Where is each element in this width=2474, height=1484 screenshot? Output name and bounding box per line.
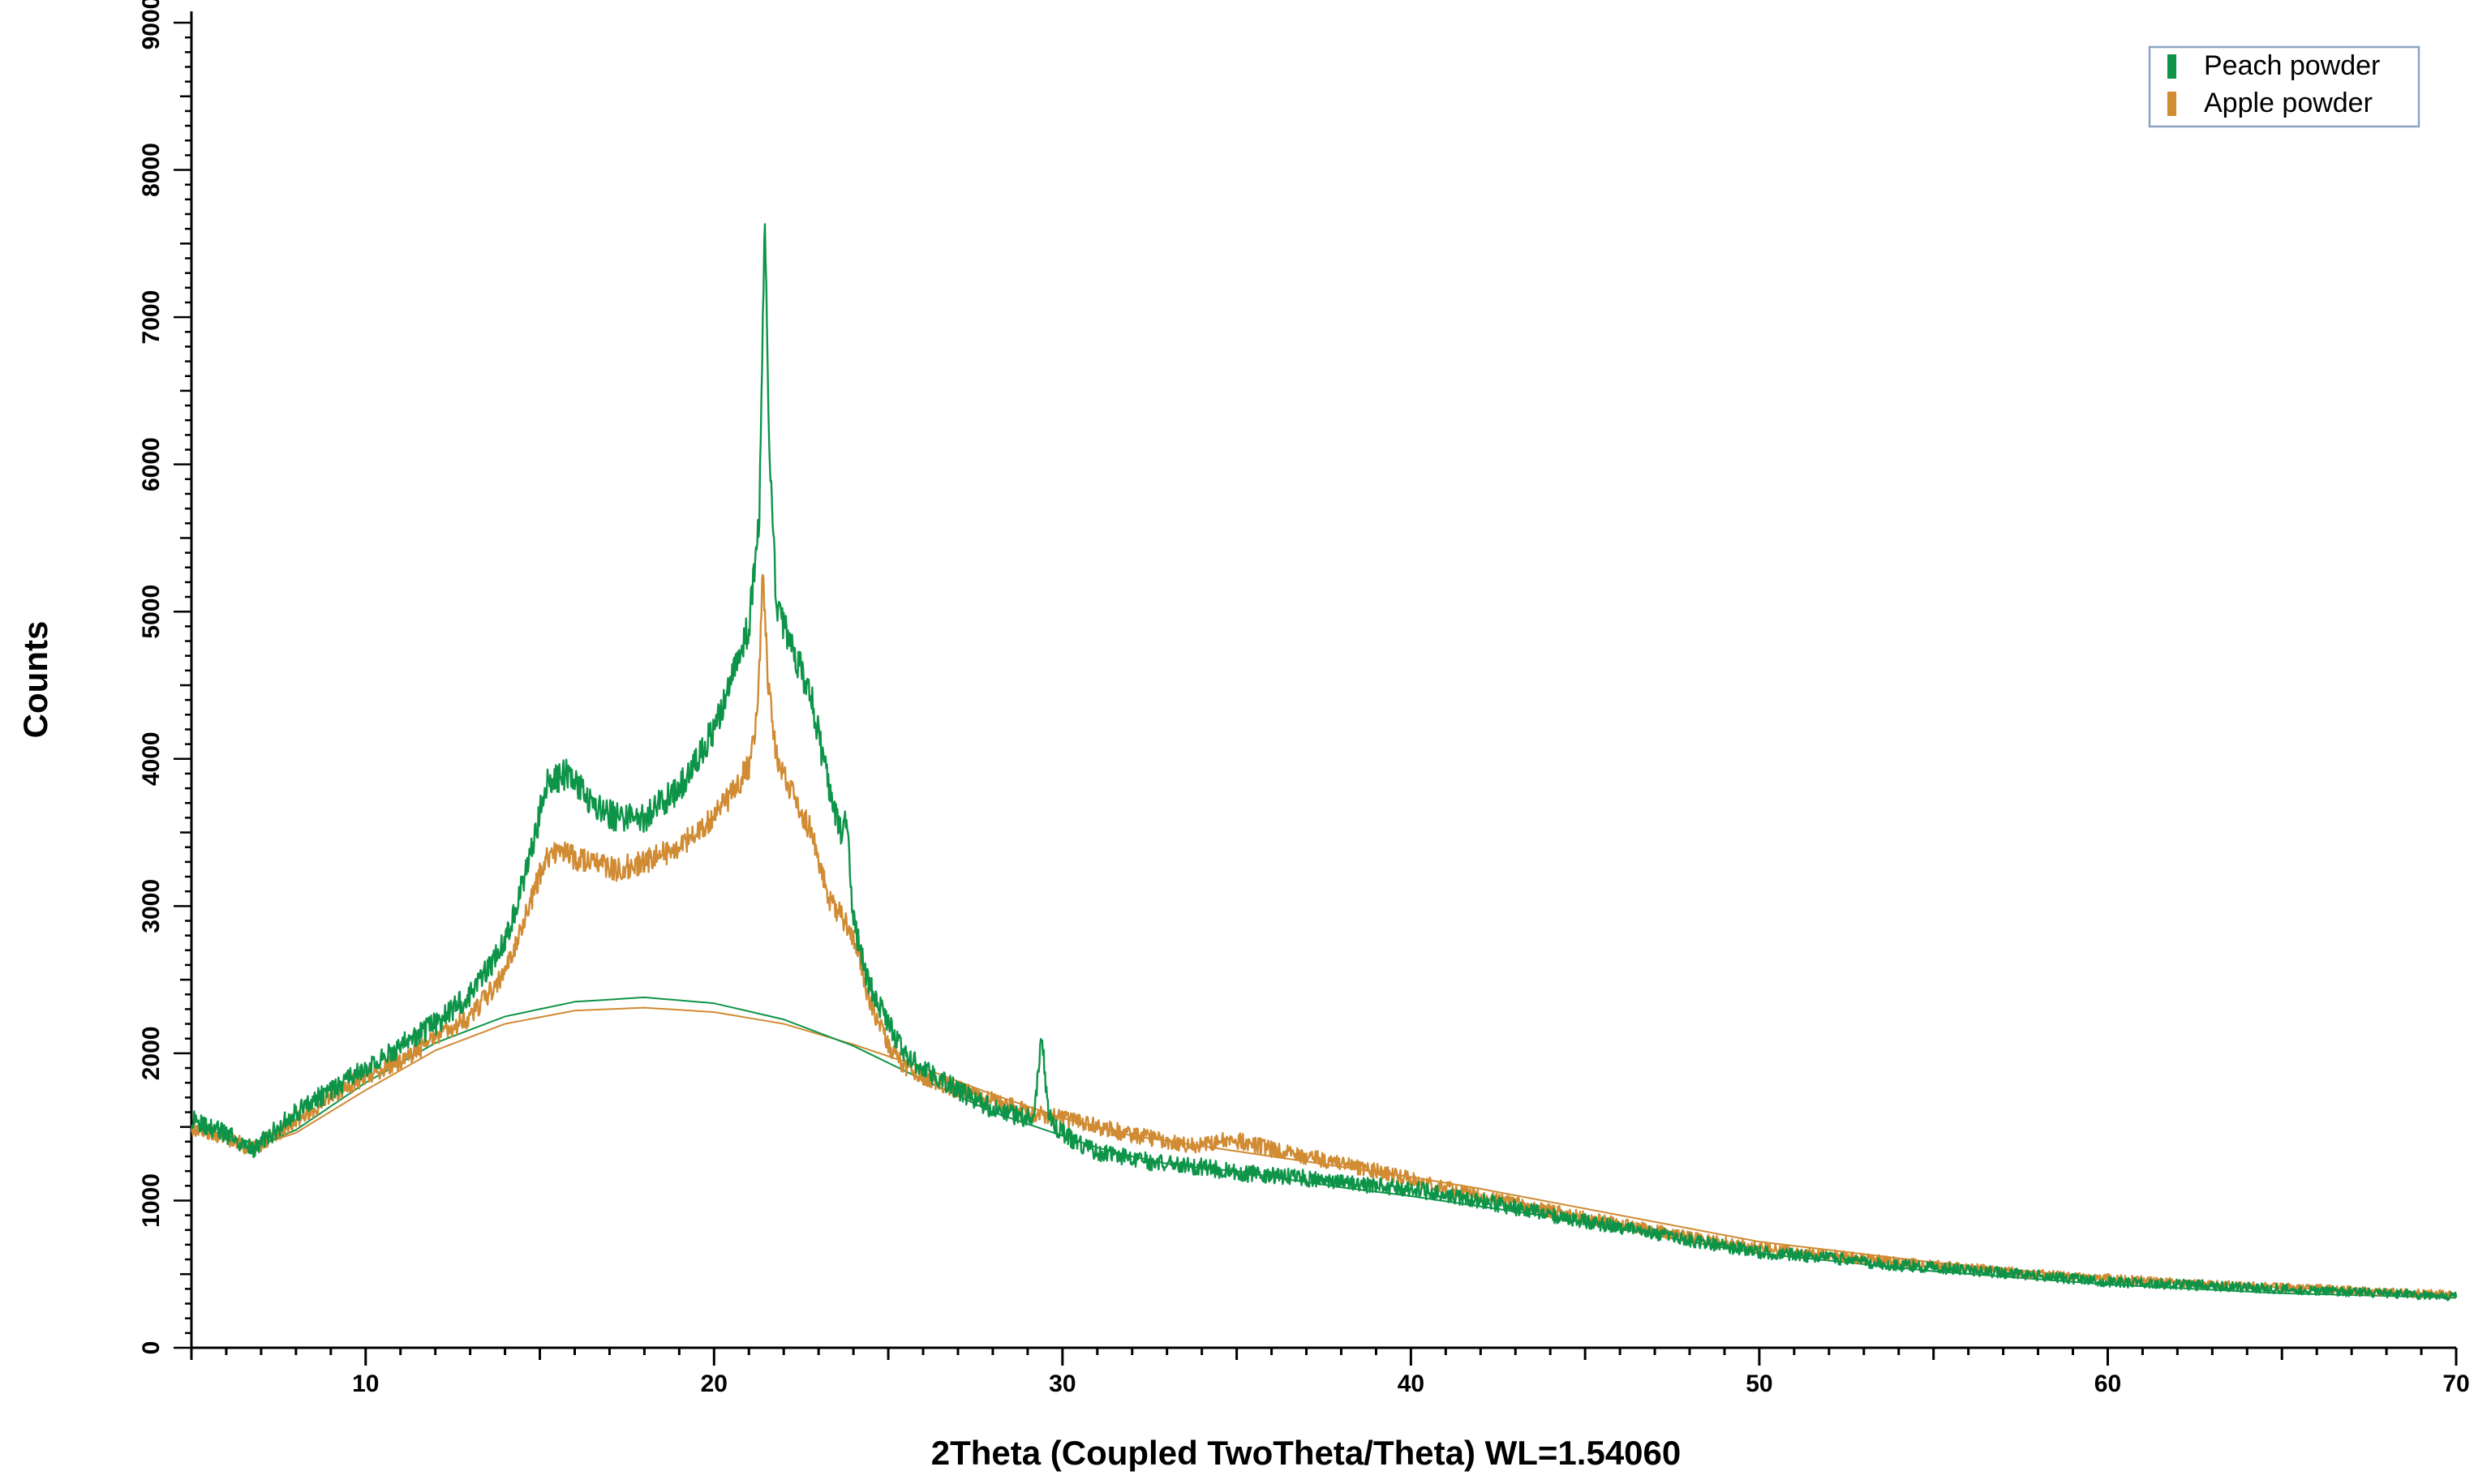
legend-label-apple: Apple powder: [2204, 88, 2373, 118]
legend-swatch-peach: [2167, 54, 2176, 79]
axes: 10 20 30 40 50 60 70 0 1000 2000 3000 4000 5000 6000 7…: [138, 0, 2470, 1397]
y-tick-label: 1000: [138, 1173, 165, 1228]
apple-powder-trace: [190, 573, 2458, 1299]
legend: Peach powder Apple powder: [2148, 45, 2420, 128]
peach-background-fit: [191, 996, 2457, 1299]
x-tick-label: 60: [2094, 1370, 2121, 1397]
y-tick-label: 0: [138, 1341, 165, 1355]
x-axis-title: 2Theta (Coupled TwoTheta/Theta) WL=1.540…: [931, 1434, 1682, 1472]
legend-box: [2148, 45, 2420, 128]
y-tick-label: 4000: [138, 731, 165, 786]
plot-area: [190, 223, 2458, 1302]
x-tick-label: 40: [1398, 1370, 1424, 1397]
apple-background-fit: [191, 1006, 2457, 1296]
y-tick-label: 8000: [138, 143, 165, 197]
x-tick-label: 20: [701, 1370, 728, 1397]
x-tick-label: 30: [1049, 1370, 1076, 1397]
y-axis-title: Counts: [16, 621, 54, 739]
y-tick-label: 9000: [138, 0, 165, 49]
legend-label-peach: Peach powder: [2204, 50, 2380, 81]
y-tick-label: 6000: [138, 437, 165, 491]
x-tick-label: 50: [1746, 1370, 1772, 1397]
peach-powder-trace: [190, 223, 2458, 1302]
y-tick-label: 2000: [138, 1027, 165, 1081]
legend-swatch-apple: [2167, 92, 2176, 116]
y-tick-label: 7000: [138, 290, 165, 345]
x-tick-label: 70: [2442, 1370, 2469, 1397]
y-tick-label: 5000: [138, 585, 165, 639]
y-tick-label: 3000: [138, 879, 165, 933]
x-tick-label: 10: [352, 1370, 379, 1397]
